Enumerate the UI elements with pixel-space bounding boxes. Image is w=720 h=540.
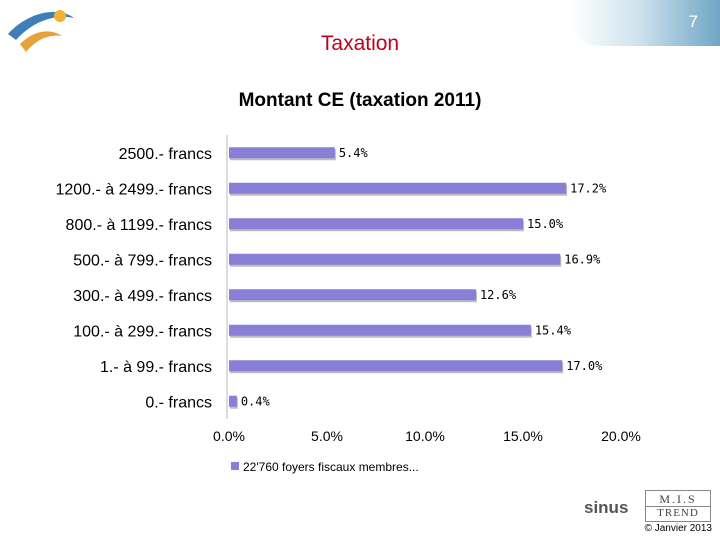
x-tick-label: 10.0% bbox=[405, 428, 445, 444]
partner-logo: M.I.S TREND bbox=[645, 490, 711, 522]
bar bbox=[229, 218, 523, 230]
bar bbox=[229, 360, 563, 372]
category-label: 0.- francs bbox=[145, 394, 212, 411]
value-label: 12.6% bbox=[480, 288, 517, 302]
category-label: 1.- à 99.- francs bbox=[100, 359, 212, 376]
value-label: 16.9% bbox=[564, 252, 601, 266]
slide-number: 7 bbox=[688, 12, 698, 31]
bar bbox=[229, 253, 561, 265]
x-tick-label: 5.0% bbox=[311, 428, 343, 444]
slide-number-badge: 7 bbox=[570, 0, 720, 46]
x-tick-label: 0.0% bbox=[213, 428, 245, 444]
value-label: 15.4% bbox=[535, 323, 572, 337]
organization-logo bbox=[8, 10, 74, 52]
chart-title: Montant CE (taxation 2011) bbox=[238, 90, 482, 111]
value-label: 17.2% bbox=[570, 181, 607, 195]
x-tick-label: 20.0% bbox=[601, 428, 641, 444]
category-label: 800.- à 1199.- francs bbox=[66, 217, 212, 234]
value-label: 15.0% bbox=[527, 217, 564, 231]
x-tick-label: 15.0% bbox=[503, 428, 543, 444]
category-label: 1200.- à 2499.- francs bbox=[55, 181, 212, 198]
copyright-text: © Janvier 2013 bbox=[644, 523, 712, 534]
value-label: 17.0% bbox=[566, 359, 603, 373]
legend-label: 22'760 foyers fiscaux membres... bbox=[243, 460, 419, 474]
category-label: 2500.- francs bbox=[119, 146, 212, 163]
bar bbox=[229, 324, 531, 336]
bar bbox=[229, 289, 476, 301]
bar bbox=[229, 182, 567, 194]
partner-logo-bottom: TREND bbox=[646, 506, 710, 519]
value-label: 5.4% bbox=[339, 146, 369, 160]
brand-logo: sinus bbox=[584, 498, 629, 517]
partner-logo-top: M.I.S bbox=[659, 492, 697, 506]
value-label: 0.4% bbox=[241, 394, 271, 408]
category-label: 300.- à 499.- francs bbox=[73, 288, 212, 305]
bar bbox=[229, 147, 335, 159]
category-label: 500.- à 799.- francs bbox=[73, 252, 212, 269]
slide-title: Taxation bbox=[320, 32, 400, 55]
legend-swatch bbox=[231, 462, 239, 470]
category-label: 100.- à 299.- francs bbox=[73, 323, 212, 340]
bar bbox=[229, 395, 237, 407]
